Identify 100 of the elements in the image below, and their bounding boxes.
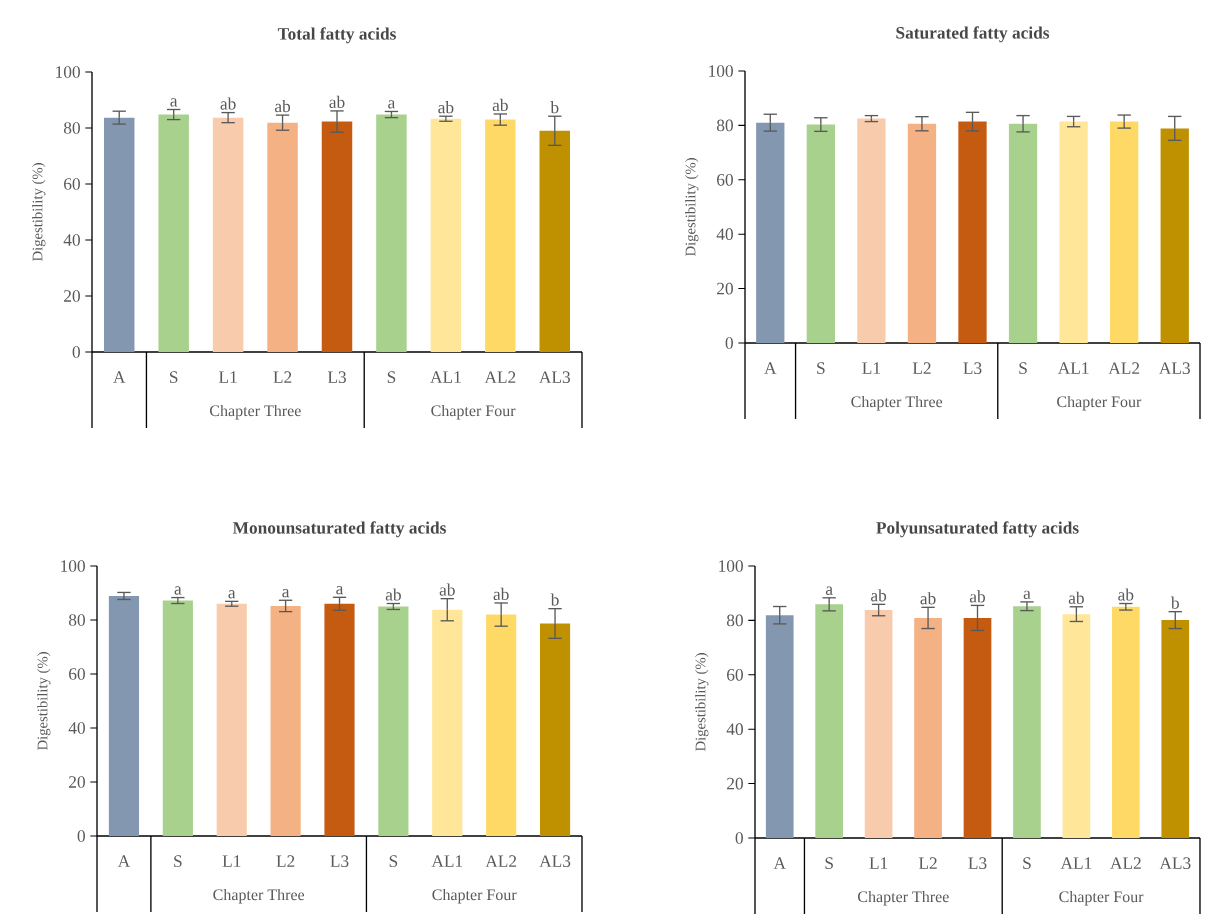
- x-tick-label: L2: [276, 855, 295, 867]
- data-label: b: [550, 593, 559, 606]
- bar: [212, 117, 244, 352]
- data-label: ab: [1118, 588, 1134, 601]
- y-tick-label: 80: [716, 119, 733, 132]
- x-tick-label: AL1: [430, 371, 461, 383]
- bar: [1111, 606, 1140, 838]
- text: Chapter Four: [431, 404, 516, 420]
- y-tick-label: 40: [716, 228, 733, 241]
- bar: [376, 114, 407, 352]
- data-label: b: [1170, 596, 1179, 609]
- x-tick-label: L2: [912, 362, 931, 374]
- text: Chapter Three: [213, 888, 305, 904]
- y-tick-label: 0: [735, 832, 743, 844]
- data-label: ab: [969, 590, 986, 603]
- text: Chapter Three: [858, 890, 949, 906]
- x-tick-label: S: [1019, 362, 1027, 375]
- data-label: ab: [438, 101, 454, 114]
- chart-title: Total fatty acids: [277, 27, 396, 44]
- chart-title: Saturated fatty acids: [896, 26, 1050, 43]
- x-tick-label: AL2: [1110, 857, 1141, 869]
- x-tick-label: AL2: [485, 855, 517, 867]
- text: Chapter Four: [432, 888, 517, 904]
- x-tick-label: L2: [273, 371, 292, 383]
- x-tick-label: L2: [918, 857, 937, 869]
- y-tick-label: 60: [717, 173, 733, 186]
- x-tick-label: AL3: [539, 371, 570, 384]
- data-label: ab: [1068, 591, 1084, 604]
- x-tick-label: AL3: [1159, 362, 1190, 375]
- chart-title: Polyunsaturated fatty acids: [876, 521, 1079, 538]
- x-tick-label: S: [174, 855, 182, 868]
- y-tick-label: 20: [717, 282, 733, 295]
- data-label: a: [228, 590, 236, 599]
- data-label: a: [174, 586, 182, 595]
- data-label: b: [550, 101, 559, 114]
- x-tick-label: L3: [968, 857, 987, 870]
- y-tick-label: 100: [709, 65, 733, 77]
- x-tick-label: A: [113, 371, 126, 383]
- text: Chapter Three: [851, 395, 943, 411]
- text: Chapter Four: [1059, 890, 1144, 906]
- chart-title: Monounsaturated fatty acids: [232, 521, 446, 538]
- y-tick-label: 20: [64, 290, 80, 302]
- bar: [103, 117, 135, 352]
- x-tick-label: AL2: [484, 371, 516, 383]
- bar: [430, 118, 462, 352]
- x-tick-label: AL1: [1060, 857, 1092, 869]
- y-axis-title: Digestibility (%): [685, 158, 699, 257]
- data-label: ab: [439, 583, 455, 596]
- x-tick-label: L3: [963, 362, 982, 375]
- data-label: ab: [492, 98, 508, 112]
- y-tick-label: 80: [726, 614, 743, 627]
- x-tick-label: AL3: [539, 855, 571, 868]
- data-label: ab: [329, 95, 345, 108]
- y-tick-label: 40: [68, 722, 85, 734]
- bar: [1013, 606, 1041, 838]
- bar: [963, 617, 992, 838]
- data-label: a: [388, 100, 396, 109]
- x-tick-label: L3: [327, 371, 346, 384]
- y-tick-label: 20: [727, 777, 743, 790]
- x-tick-label: S: [170, 371, 178, 384]
- bar: [485, 119, 516, 352]
- bar: [1161, 620, 1190, 838]
- bar: [539, 130, 571, 352]
- x-tick-label: A: [117, 855, 131, 867]
- y-axis-title: Digestibility (%): [32, 163, 46, 262]
- y-tick-label: 100: [56, 66, 80, 78]
- x-tick-label: L1: [218, 371, 237, 383]
- bar: [267, 122, 298, 352]
- x-tick-label: S: [825, 857, 833, 870]
- y-tick-label: 60: [64, 178, 80, 190]
- y-tick-label: 60: [69, 668, 85, 680]
- text: Chapter Three: [210, 404, 301, 420]
- y-tick-label: 100: [61, 560, 85, 572]
- x-tick-label: A: [773, 857, 786, 869]
- bar: [321, 121, 353, 352]
- y-tick-label: 60: [727, 668, 743, 681]
- data-label: ab: [220, 97, 236, 110]
- y-tick-label: 80: [68, 614, 85, 626]
- bar: [914, 617, 942, 838]
- y-axis-title: Digestibility (%): [695, 653, 709, 752]
- x-tick-label: S: [389, 855, 398, 868]
- bar: [1062, 614, 1091, 838]
- y-tick-label: 0: [77, 830, 85, 842]
- y-tick-label: 0: [725, 337, 733, 349]
- data-label: a: [1023, 590, 1031, 599]
- bar: [765, 615, 794, 838]
- x-tick-label: L1: [869, 857, 888, 869]
- x-tick-label: AL1: [431, 855, 463, 867]
- x-tick-label: L3: [330, 855, 349, 868]
- x-tick-label: S: [1023, 857, 1031, 870]
- y-tick-label: 100: [719, 560, 743, 572]
- data-label: ab: [385, 588, 401, 601]
- y-tick-label: 20: [69, 776, 85, 788]
- y-tick-label: 40: [726, 723, 743, 736]
- x-tick-label: L1: [862, 362, 880, 374]
- x-tick-label: A: [764, 362, 777, 374]
- bar: [815, 604, 844, 838]
- y-tick-label: 80: [63, 122, 80, 134]
- data-label: a: [336, 586, 344, 595]
- x-tick-label: AL1: [1057, 362, 1089, 374]
